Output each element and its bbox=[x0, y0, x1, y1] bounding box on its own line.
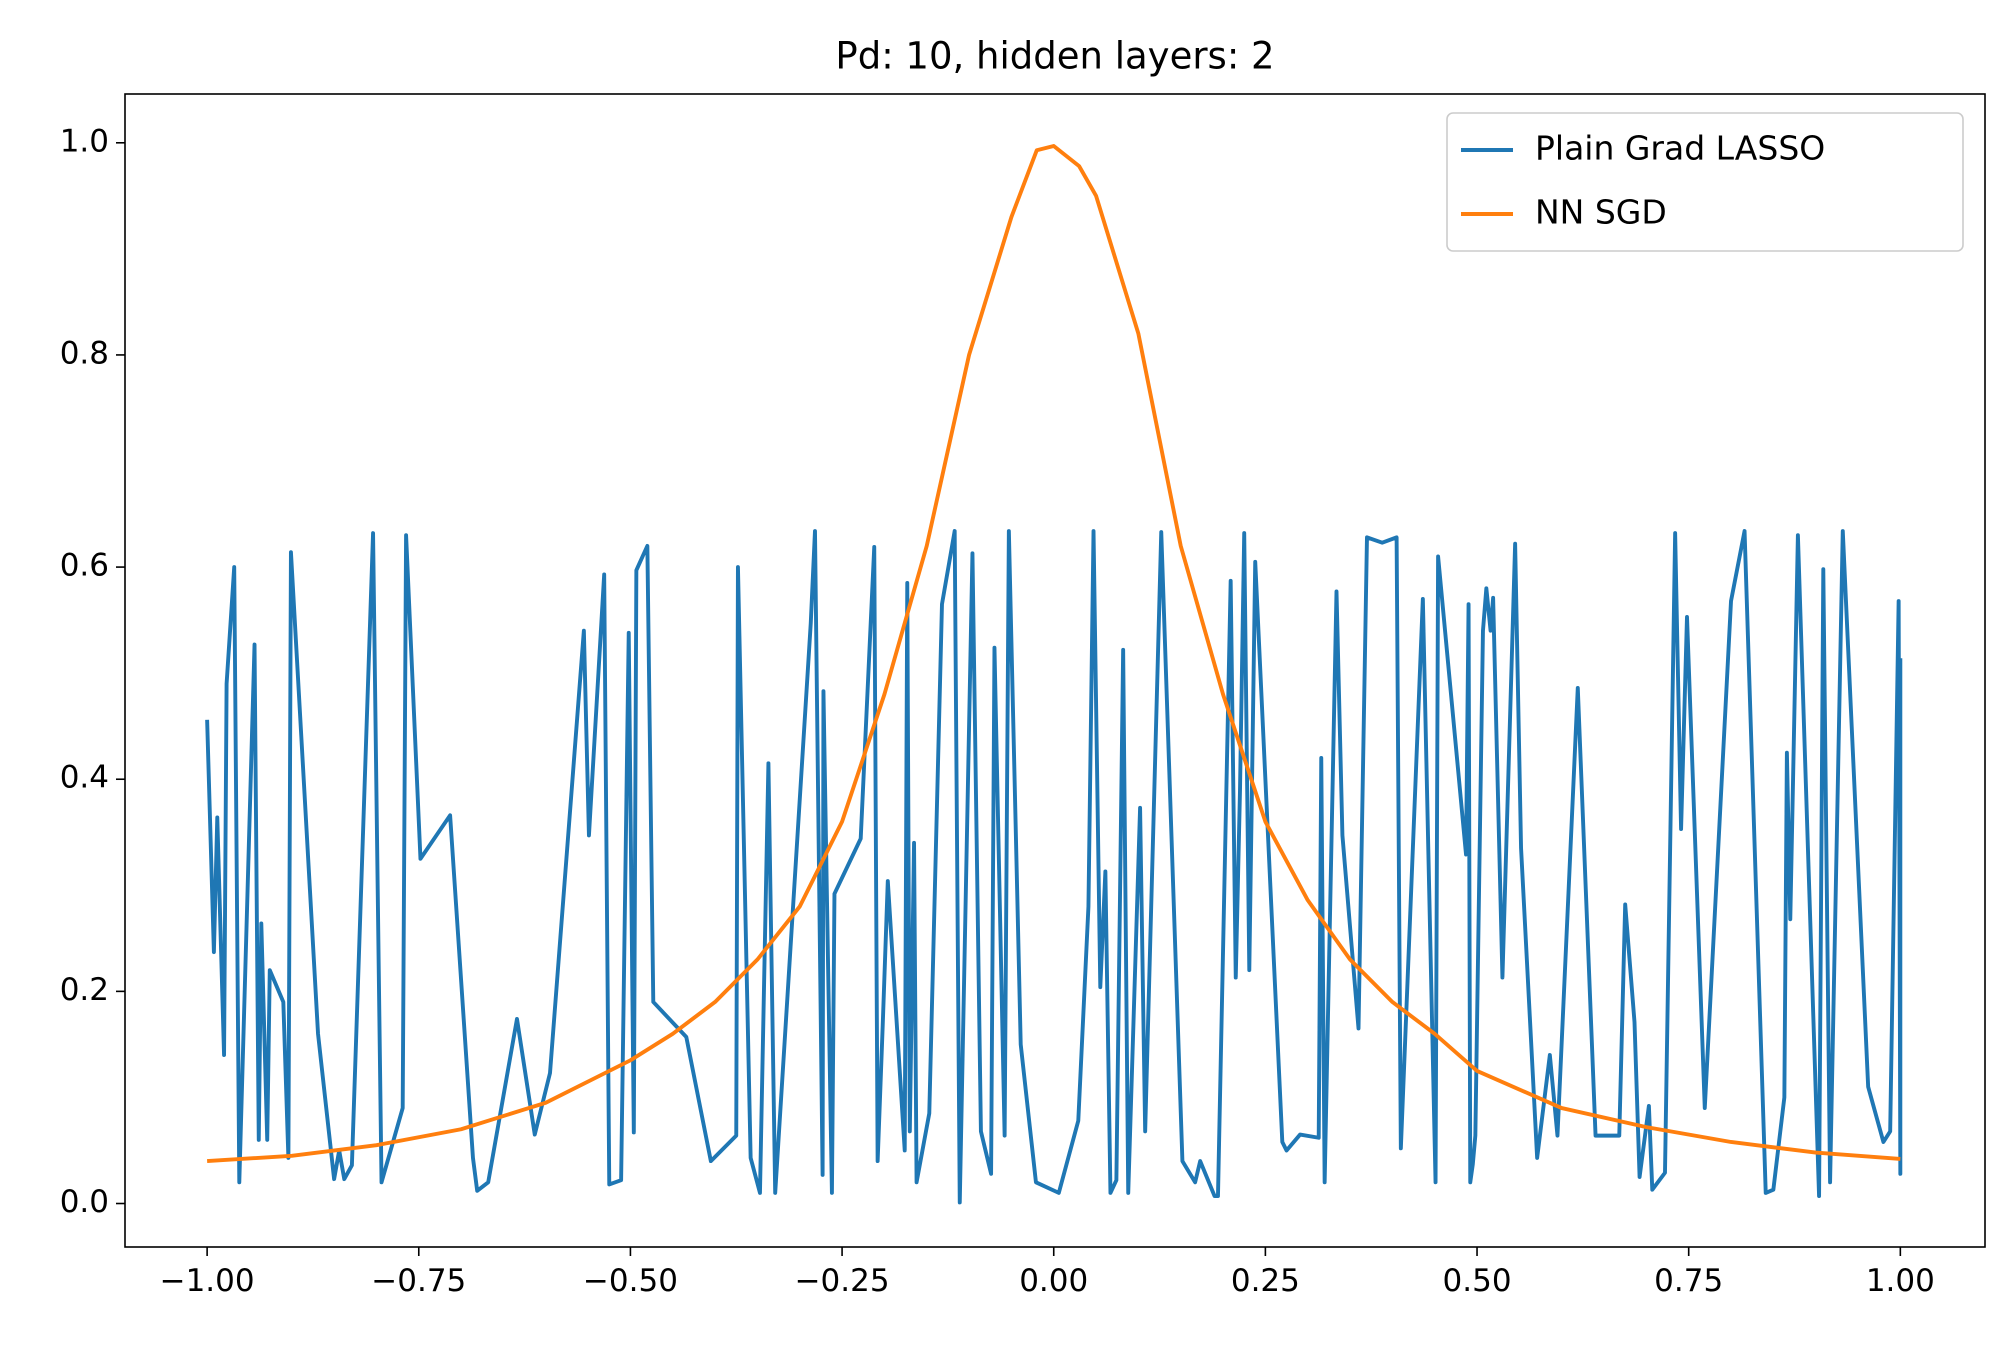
series-line bbox=[205, 529, 1903, 1205]
x-tick-label: −0.75 bbox=[371, 1263, 466, 1299]
y-tick-label: 0.0 bbox=[60, 1184, 109, 1220]
y-tick-label: 1.0 bbox=[60, 123, 109, 159]
y-tick-label: 0.8 bbox=[60, 335, 109, 371]
x-tick-label: 0.25 bbox=[1231, 1263, 1300, 1299]
y-tick-label: 0.6 bbox=[60, 548, 109, 584]
chart-title: Pd: 10, hidden layers: 2 bbox=[835, 35, 1274, 78]
y-tick-label: 0.2 bbox=[60, 972, 109, 1008]
legend-box bbox=[1446, 112, 1964, 252]
x-tick-label: 1.00 bbox=[1866, 1263, 1935, 1299]
x-tick-label: 0.50 bbox=[1443, 1263, 1512, 1299]
plot-frame bbox=[124, 93, 1986, 1248]
legend-label: NN SGD bbox=[1535, 193, 1667, 232]
x-tick-label: 0.00 bbox=[1019, 1263, 1088, 1299]
x-tick-label: −0.25 bbox=[795, 1263, 890, 1299]
x-tick-label: 0.75 bbox=[1654, 1263, 1723, 1299]
legend-label: Plain Grad LASSO bbox=[1535, 129, 1825, 168]
y-tick-label: 0.4 bbox=[60, 760, 109, 796]
series-line bbox=[206, 144, 1901, 1164]
x-tick-label: −0.50 bbox=[583, 1263, 678, 1299]
x-tick-label: −1.00 bbox=[160, 1263, 255, 1299]
